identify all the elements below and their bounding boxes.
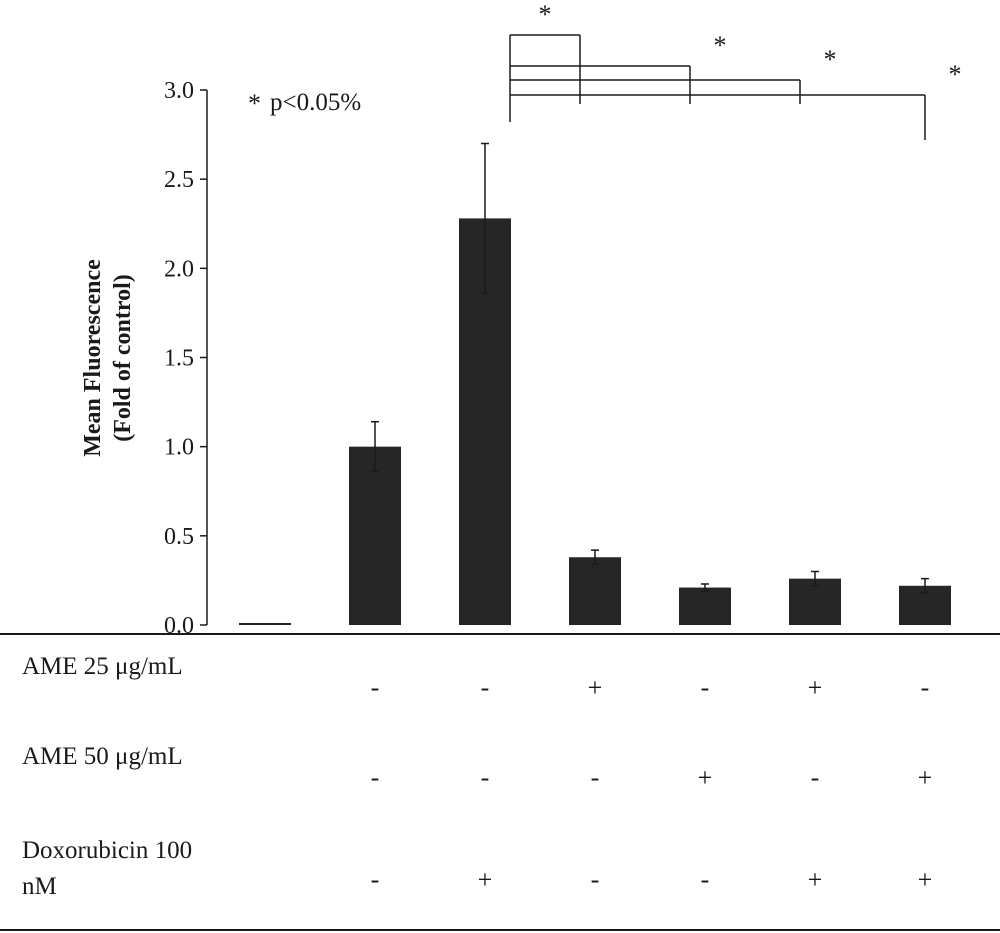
treatment-label: nM	[22, 873, 57, 900]
minus-sign: -	[481, 763, 490, 792]
plus-sign: +	[808, 673, 823, 702]
bar	[239, 623, 291, 625]
minus-sign: -	[591, 865, 600, 894]
minus-sign: -	[921, 673, 930, 702]
legend-note: p<0.05%	[270, 89, 361, 116]
y-tick-label: 0.0	[164, 613, 194, 639]
bar	[349, 446, 401, 625]
y-axis-title-line: Mean Fluorescence	[80, 259, 106, 457]
minus-sign: -	[811, 763, 820, 792]
treatment-label: Doxorubicin 100	[22, 837, 192, 864]
bar	[679, 587, 731, 625]
y-tick-label: 1.0	[164, 435, 194, 461]
minus-sign: -	[701, 865, 710, 894]
significance-star: *	[824, 45, 837, 74]
y-axis-title: Mean Fluorescence (Fold of control)	[80, 259, 136, 457]
plus-sign: +	[478, 865, 493, 894]
y-tick-label: 1.5	[164, 346, 194, 372]
bars	[239, 142, 951, 625]
legend-marker: *	[248, 89, 261, 118]
plus-sign: +	[588, 673, 603, 702]
minus-sign: -	[371, 673, 380, 702]
significance-brackets: * * * *	[509, 0, 962, 140]
y-tick-label: 3.0	[164, 78, 194, 104]
treatment-label: AME 25 μg/mL	[22, 653, 183, 680]
minus-sign: -	[371, 763, 380, 792]
plus-sign: +	[918, 763, 933, 792]
minus-sign: -	[591, 763, 600, 792]
plus-sign: +	[698, 763, 713, 792]
plus-sign: +	[918, 865, 933, 894]
minus-sign: -	[481, 673, 490, 702]
y-tick-label: 0.5	[164, 524, 194, 550]
significance-star: *	[714, 31, 727, 60]
minus-sign: -	[371, 865, 380, 894]
bar	[569, 557, 621, 625]
significance-star: *	[949, 60, 962, 89]
y-tick-label: 2.0	[164, 256, 194, 282]
y-tick-label: 2.5	[164, 167, 194, 193]
treatment-label: AME 50 μg/mL	[22, 743, 183, 770]
treatment-table: AME 25 μg/mL - - + - + - AME 50 μg/mL - - - + - + Doxo…	[22, 653, 932, 900]
minus-sign: -	[701, 673, 710, 702]
y-axis: 0.0 0.5 1.0 1.5 2.0 2.5 3.0 Mean Fluorescence (F…	[0, 78, 1000, 931]
y-axis-title-line: (Fold of control)	[110, 274, 136, 442]
plus-sign: +	[808, 865, 823, 894]
significance-star: *	[539, 0, 552, 29]
